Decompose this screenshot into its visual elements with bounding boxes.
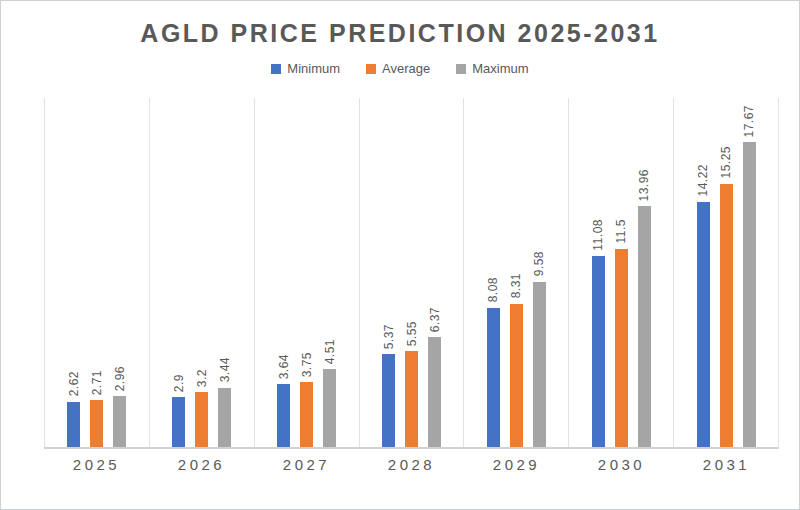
bar-average-2025 — [90, 400, 103, 447]
bar-wrap-average-2025: 2.71 — [90, 400, 103, 447]
legend-label: Minimum — [287, 61, 340, 76]
bar-average-2029 — [510, 304, 523, 447]
bar-average-2026 — [195, 392, 208, 447]
bar-wrap-maximum-2026: 3.44 — [218, 388, 231, 447]
legend-swatch-minimum — [271, 64, 281, 74]
legend-item-maximum: Maximum — [456, 61, 528, 76]
legend-item-average: Average — [366, 61, 430, 76]
bar-average-2030 — [615, 249, 628, 447]
value-label-minimum-2025: 2.62 — [67, 371, 80, 396]
bar-group-2026: 2.9 3.2 3.44 — [149, 98, 254, 447]
bar-minimum-2025 — [67, 402, 80, 447]
chart-title: AGLD PRICE PREDICTION 2025-2031 — [1, 19, 799, 48]
bar-maximum-2029 — [533, 282, 546, 447]
bar-wrap-average-2031: 15.25 — [720, 184, 733, 447]
value-label-average-2028: 5.55 — [405, 321, 418, 346]
value-label-average-2025: 2.71 — [90, 370, 103, 395]
value-label-maximum-2029: 9.58 — [533, 251, 546, 276]
bar-average-2031 — [720, 184, 733, 447]
x-axis-label-2028: 2028 — [359, 456, 464, 473]
x-axis-label-2027: 2027 — [254, 456, 359, 473]
bar-wrap-minimum-2025: 2.62 — [67, 402, 80, 447]
bar-maximum-2031 — [743, 142, 756, 447]
bar-group-2028: 5.37 5.55 6.37 — [359, 98, 464, 447]
legend-swatch-average — [366, 64, 376, 74]
bar-group-2031: 14.22 15.25 17.67 — [673, 98, 778, 447]
x-axis-labels: 2025202620272028202920302031 — [44, 456, 779, 473]
bar-group-2025: 2.62 2.71 2.96 — [44, 98, 149, 447]
value-label-maximum-2031: 17.67 — [743, 105, 756, 138]
bar-maximum-2026 — [218, 388, 231, 447]
bar-wrap-average-2028: 5.55 — [405, 351, 418, 447]
bar-wrap-average-2029: 8.31 — [510, 304, 523, 447]
bar-minimum-2031 — [697, 202, 710, 447]
legend-swatch-maximum — [456, 64, 466, 74]
legend-label: Average — [382, 61, 430, 76]
bar-wrap-minimum-2026: 2.9 — [172, 397, 185, 447]
value-label-minimum-2028: 5.37 — [382, 324, 395, 349]
bar-wrap-maximum-2031: 17.67 — [743, 142, 756, 447]
bar-wrap-maximum-2025: 2.96 — [113, 396, 126, 447]
bar-minimum-2029 — [487, 308, 500, 447]
value-label-average-2029: 8.31 — [510, 273, 523, 298]
bar-wrap-minimum-2030: 11.08 — [592, 256, 605, 447]
value-label-maximum-2030: 13.96 — [638, 169, 651, 202]
bar-maximum-2030 — [638, 206, 651, 447]
bar-wrap-maximum-2030: 13.96 — [638, 206, 651, 447]
value-label-maximum-2028: 6.37 — [428, 307, 441, 332]
bar-wrap-maximum-2028: 6.37 — [428, 337, 441, 447]
value-label-minimum-2027: 3.64 — [277, 354, 290, 379]
bar-group-2030: 11.08 11.5 13.96 — [568, 98, 673, 447]
bar-group-2029: 8.08 8.31 9.58 — [463, 98, 568, 447]
value-label-average-2027: 3.75 — [300, 352, 313, 377]
value-label-maximum-2025: 2.96 — [113, 366, 126, 391]
bar-wrap-minimum-2028: 5.37 — [382, 354, 395, 447]
bar-wrap-maximum-2029: 9.58 — [533, 282, 546, 447]
bar-wrap-minimum-2029: 8.08 — [487, 308, 500, 447]
bar-average-2027 — [300, 382, 313, 447]
value-label-average-2030: 11.5 — [615, 219, 628, 243]
plot-area: 2.622.712.962.93.23.443.643.754.515.375.… — [44, 98, 779, 449]
chart-legend: Minimum Average Maximum — [1, 61, 799, 76]
agld-price-chart: AGLD PRICE PREDICTION 2025-2031 Minimum A… — [0, 0, 800, 510]
bar-group-2027: 3.64 3.75 4.51 — [254, 98, 359, 447]
bar-minimum-2030 — [592, 256, 605, 447]
x-axis-label-2025: 2025 — [44, 456, 149, 473]
bar-wrap-minimum-2027: 3.64 — [277, 384, 290, 447]
legend-label: Maximum — [472, 61, 528, 76]
bar-minimum-2028 — [382, 354, 395, 447]
x-axis-label-2030: 2030 — [569, 456, 674, 473]
value-label-average-2031: 15.25 — [720, 146, 733, 179]
bar-maximum-2028 — [428, 337, 441, 447]
value-label-minimum-2026: 2.9 — [172, 374, 185, 392]
bar-minimum-2027 — [277, 384, 290, 447]
bar-maximum-2027 — [323, 369, 336, 447]
bar-wrap-maximum-2027: 4.51 — [323, 369, 336, 447]
bar-wrap-average-2027: 3.75 — [300, 382, 313, 447]
bar-wrap-minimum-2031: 14.22 — [697, 202, 710, 447]
x-axis-label-2026: 2026 — [149, 456, 254, 473]
value-label-maximum-2027: 4.51 — [323, 339, 336, 364]
value-label-minimum-2029: 8.08 — [487, 277, 500, 302]
bar-wrap-average-2026: 3.2 — [195, 392, 208, 447]
legend-item-minimum: Minimum — [271, 61, 340, 76]
x-axis-label-2031: 2031 — [674, 456, 779, 473]
bar-average-2028 — [405, 351, 418, 447]
value-label-minimum-2030: 11.08 — [592, 219, 605, 251]
bar-maximum-2025 — [113, 396, 126, 447]
bar-wrap-average-2030: 11.5 — [615, 249, 628, 447]
x-axis-label-2029: 2029 — [464, 456, 569, 473]
value-label-maximum-2026: 3.44 — [218, 357, 231, 382]
value-label-average-2026: 3.2 — [195, 369, 208, 387]
bar-minimum-2026 — [172, 397, 185, 447]
value-label-minimum-2031: 14.22 — [697, 164, 710, 197]
